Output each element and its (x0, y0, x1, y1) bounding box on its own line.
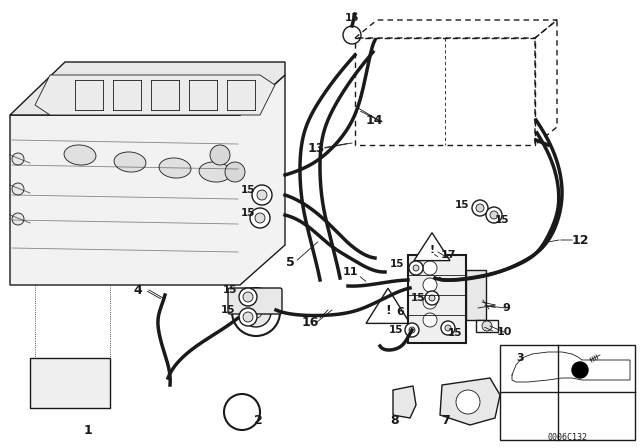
Circle shape (243, 312, 253, 322)
Circle shape (423, 295, 437, 309)
Ellipse shape (199, 162, 231, 182)
Bar (30, 358, 110, 408)
Text: 0006C132: 0006C132 (547, 432, 587, 441)
Text: 8: 8 (390, 414, 399, 426)
Circle shape (224, 394, 260, 430)
Circle shape (486, 207, 502, 223)
Circle shape (343, 26, 361, 44)
Circle shape (409, 327, 415, 333)
Circle shape (472, 200, 488, 216)
Ellipse shape (159, 158, 191, 178)
Circle shape (12, 183, 24, 195)
Text: !: ! (429, 245, 435, 255)
Circle shape (239, 308, 257, 326)
Text: 15: 15 (448, 328, 462, 338)
Polygon shape (414, 233, 450, 261)
Text: 11: 11 (342, 267, 358, 277)
Circle shape (445, 325, 451, 331)
Circle shape (252, 185, 272, 205)
Text: 16: 16 (301, 315, 319, 328)
Text: 15: 15 (223, 285, 237, 295)
Circle shape (12, 213, 24, 225)
Circle shape (210, 145, 230, 165)
Text: 14: 14 (365, 113, 383, 126)
Circle shape (482, 321, 492, 331)
Circle shape (409, 261, 423, 275)
Circle shape (255, 213, 265, 223)
Circle shape (423, 313, 437, 327)
Text: 15: 15 (390, 259, 404, 269)
Circle shape (243, 292, 253, 302)
Text: 13: 13 (307, 142, 324, 155)
Text: 15: 15 (455, 200, 469, 210)
Circle shape (250, 208, 270, 228)
Circle shape (413, 265, 419, 271)
Bar (466, 270, 486, 320)
Text: 15: 15 (221, 305, 236, 315)
Circle shape (12, 153, 24, 165)
Polygon shape (35, 75, 275, 115)
Circle shape (476, 204, 484, 212)
Circle shape (232, 288, 280, 336)
Text: 7: 7 (440, 414, 449, 426)
Polygon shape (440, 378, 500, 425)
Circle shape (572, 362, 588, 378)
Circle shape (239, 288, 257, 306)
Polygon shape (10, 62, 285, 115)
Circle shape (241, 297, 271, 327)
Text: 6: 6 (396, 307, 404, 317)
Text: 2: 2 (253, 414, 262, 426)
Circle shape (425, 291, 439, 305)
Text: 15: 15 (411, 293, 425, 303)
FancyBboxPatch shape (228, 288, 282, 314)
Bar (408, 255, 466, 343)
Circle shape (423, 261, 437, 275)
Text: 1: 1 (84, 423, 92, 436)
Ellipse shape (64, 145, 96, 165)
Text: 15: 15 (388, 325, 403, 335)
Polygon shape (10, 75, 285, 285)
Text: 12: 12 (572, 233, 589, 246)
Circle shape (250, 306, 262, 318)
Ellipse shape (114, 152, 146, 172)
Text: 9: 9 (502, 303, 510, 313)
Bar (476, 320, 498, 332)
Text: 3: 3 (516, 353, 524, 363)
Text: 17: 17 (440, 250, 456, 260)
Text: 15: 15 (241, 185, 255, 195)
Text: 15: 15 (345, 13, 359, 23)
Text: 5: 5 (285, 255, 294, 268)
Polygon shape (393, 386, 416, 418)
Text: 15: 15 (495, 215, 509, 225)
Text: 10: 10 (496, 327, 512, 337)
Circle shape (423, 278, 437, 292)
Circle shape (441, 321, 455, 335)
Text: 15: 15 (241, 208, 255, 218)
Text: 4: 4 (134, 284, 142, 297)
Bar (500, 345, 635, 440)
Circle shape (405, 323, 419, 337)
Circle shape (257, 190, 267, 200)
Polygon shape (366, 288, 410, 323)
Circle shape (490, 211, 498, 219)
Circle shape (456, 390, 480, 414)
Circle shape (429, 295, 435, 301)
Text: !: ! (385, 305, 391, 318)
Circle shape (225, 162, 245, 182)
